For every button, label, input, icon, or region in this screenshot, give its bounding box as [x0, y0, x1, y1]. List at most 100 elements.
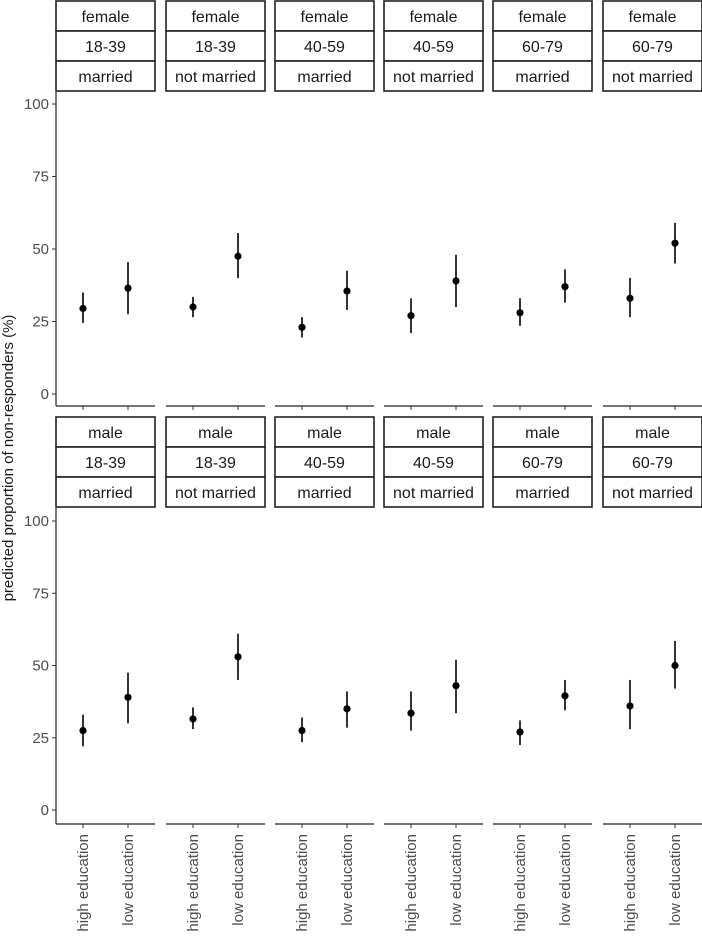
y-tick-label: 75	[32, 585, 49, 602]
x-tick-label: low education	[230, 834, 247, 926]
x-tick-label: high education	[75, 834, 92, 932]
x-tick-label: high education	[185, 834, 202, 932]
facet-strip-label: not married	[612, 69, 693, 86]
facet-strip	[165, 446, 266, 478]
facet-strip-label: married	[515, 485, 569, 502]
facet-strip	[602, 60, 702, 92]
facet-strip	[274, 416, 375, 448]
facet-strip	[383, 60, 484, 92]
y-tick-label: 0	[41, 386, 49, 403]
data-point	[626, 294, 634, 302]
facet-strip-label: male	[525, 425, 560, 442]
data-point	[298, 726, 306, 735]
facet-strip	[492, 30, 593, 62]
y-tick-label: 25	[32, 314, 49, 331]
data-point	[626, 702, 634, 710]
y-tick-label: 25	[32, 730, 49, 747]
facet-strip	[274, 0, 375, 32]
x-tick-label: low education	[339, 834, 356, 926]
facet-strip-label: 60-79	[522, 39, 563, 56]
facet-strip	[602, 30, 702, 62]
facet-strip-label: not married	[175, 485, 256, 502]
facet-strip	[165, 476, 266, 508]
facet-strip	[492, 60, 593, 92]
x-tick-label: high education	[622, 834, 639, 932]
facet-strip	[383, 446, 484, 478]
x-tick-label: low education	[557, 834, 574, 926]
y-tick-label: 100	[24, 96, 49, 113]
data-point	[452, 682, 460, 690]
data-point	[124, 693, 132, 701]
facet-strip-label: male	[635, 425, 670, 442]
facet-strip	[55, 446, 156, 478]
facet-strip	[55, 0, 156, 32]
x-tick-label: low education	[120, 834, 137, 926]
data-point	[343, 287, 351, 295]
x-tick-label: low education	[448, 834, 465, 926]
facet-strip-label: 40-59	[413, 455, 454, 472]
data-point	[452, 277, 460, 285]
facet-strip-label: 18-39	[195, 39, 236, 56]
facet-strip-label: not married	[393, 69, 474, 86]
facet-strip	[383, 476, 484, 508]
y-tick-label: 50	[32, 658, 49, 675]
data-point	[407, 312, 415, 320]
data-point	[671, 661, 679, 670]
facet-strip-label: female	[409, 9, 457, 26]
x-tick-label: high education	[403, 834, 420, 932]
facet-strip-label: female	[300, 9, 348, 26]
facet-strip-label: 40-59	[413, 39, 454, 56]
facet-strip-label: 18-39	[85, 455, 126, 472]
facet-strip-label: not married	[612, 485, 693, 502]
facet-strip-label: 40-59	[304, 455, 345, 472]
data-point	[407, 709, 415, 717]
facet-strip-label: 60-79	[632, 455, 673, 472]
y-axis-label: predicted proportion of non-responders (…	[0, 315, 17, 602]
data-point	[671, 239, 679, 247]
facet-strip-label: 18-39	[85, 39, 126, 56]
facet-strip	[383, 30, 484, 62]
facet-strip-label: married	[515, 69, 569, 86]
facet-strip-label: female	[191, 9, 239, 26]
data-point	[561, 692, 569, 700]
facet-strip-label: not married	[175, 69, 256, 86]
facet-strip-label: married	[297, 69, 351, 86]
facet-strip	[55, 416, 156, 448]
y-tick-label: 100	[24, 513, 49, 530]
facet-strip-label: married	[78, 485, 132, 502]
facet-strip	[274, 446, 375, 478]
facet-strip-label: not married	[393, 485, 474, 502]
facet-strip-label: male	[307, 425, 342, 442]
data-point	[124, 284, 132, 292]
facet-strip	[165, 60, 266, 92]
facet-strip	[55, 60, 156, 92]
facet-strip-label: married	[78, 69, 132, 86]
data-point	[516, 728, 524, 736]
facet-strip	[165, 0, 266, 32]
facet-strip-label: male	[198, 425, 233, 442]
facet-strip	[165, 30, 266, 62]
facet-strip-label: married	[297, 485, 351, 502]
facet-strip	[55, 476, 156, 508]
facet-strip-label: male	[416, 425, 451, 442]
x-tick-label: low education	[667, 834, 684, 926]
facet-strip-label: female	[81, 9, 129, 26]
data-point	[561, 283, 569, 291]
facet-strip	[383, 416, 484, 448]
facet-strip-label: female	[518, 9, 566, 26]
x-tick-label: high education	[294, 834, 311, 932]
data-point	[189, 715, 197, 723]
data-point	[189, 303, 197, 311]
y-tick-label: 50	[32, 241, 49, 258]
data-point	[516, 309, 524, 317]
data-point	[79, 304, 87, 313]
facet-strip	[602, 0, 702, 32]
facet-strip-label: 60-79	[522, 455, 563, 472]
facet-strip	[492, 476, 593, 508]
data-point	[298, 323, 306, 331]
facet-strip-label: 60-79	[632, 39, 673, 56]
facet-strip	[274, 60, 375, 92]
facet-strip	[165, 416, 266, 448]
x-tick-label: high education	[512, 834, 529, 932]
